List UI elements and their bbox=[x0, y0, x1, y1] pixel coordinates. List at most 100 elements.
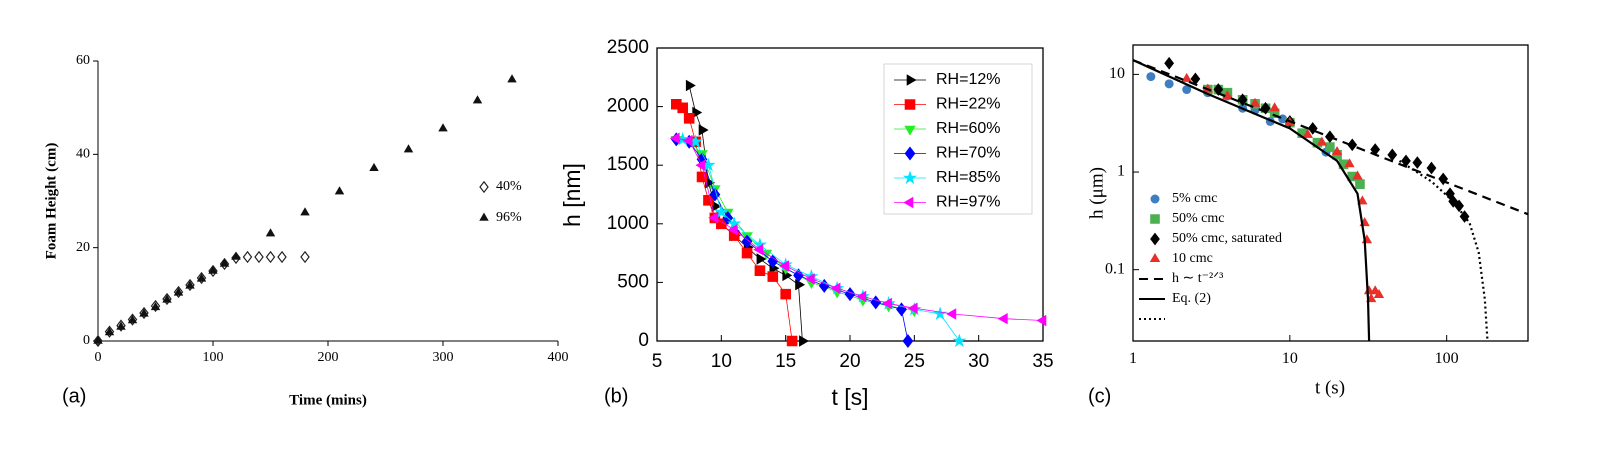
x-tick-label: 25 bbox=[904, 351, 925, 372]
data-point bbox=[870, 295, 882, 310]
legend-label: RH=22% bbox=[936, 96, 1000, 113]
data-point bbox=[1426, 161, 1437, 175]
data-point bbox=[208, 264, 218, 278]
y-tick-label: 0 bbox=[83, 333, 90, 348]
legend-label: RH=97% bbox=[936, 194, 1000, 211]
x-tick-label: 1 bbox=[1129, 350, 1137, 367]
legend-label: 5% cmc bbox=[1172, 191, 1217, 206]
x-tick-label: 35 bbox=[1032, 351, 1053, 372]
data-point bbox=[1036, 314, 1047, 327]
data-point bbox=[196, 271, 207, 285]
x-tick-label: 400 bbox=[548, 350, 569, 365]
legend-label: RH=70% bbox=[936, 145, 1000, 162]
data-point bbox=[369, 162, 379, 171]
data-point bbox=[695, 159, 706, 171]
legend-marker bbox=[1150, 232, 1160, 246]
y-tick-label: 2000 bbox=[607, 96, 649, 117]
data-point bbox=[438, 123, 448, 132]
y-tick-label: 1 bbox=[1117, 163, 1125, 180]
y-tick-label: 2500 bbox=[607, 37, 649, 58]
data-point bbox=[932, 306, 948, 321]
data-point bbox=[472, 95, 483, 104]
data-point bbox=[150, 299, 161, 313]
legend-label: 10 cmc bbox=[1172, 251, 1213, 266]
data-point bbox=[1222, 90, 1233, 100]
data-point bbox=[162, 294, 172, 303]
data-point bbox=[907, 302, 918, 314]
data-point bbox=[116, 321, 126, 330]
data-point bbox=[677, 102, 689, 114]
data-point bbox=[795, 278, 806, 291]
data-point bbox=[334, 186, 345, 195]
data-point bbox=[882, 297, 892, 310]
data-point bbox=[767, 271, 779, 282]
data-point bbox=[93, 334, 103, 348]
legend-label: 40% bbox=[496, 179, 522, 194]
data-point bbox=[818, 278, 830, 293]
data-point bbox=[896, 302, 907, 317]
data-point bbox=[669, 132, 680, 144]
legend-label: Eq. (2) bbox=[1172, 291, 1211, 306]
y-tick-label: 500 bbox=[617, 271, 649, 292]
data-point bbox=[698, 124, 709, 136]
data-point bbox=[754, 265, 766, 276]
data-point bbox=[403, 144, 414, 153]
data-point bbox=[902, 334, 914, 348]
data-point bbox=[685, 79, 696, 92]
data-point bbox=[856, 290, 867, 303]
data-point bbox=[756, 253, 767, 265]
data-point bbox=[1352, 170, 1363, 180]
y-tick-label: 1000 bbox=[607, 213, 649, 234]
data-point bbox=[104, 325, 115, 338]
data-point bbox=[1344, 158, 1355, 168]
plot-frame bbox=[1132, 44, 1529, 342]
data-point bbox=[779, 260, 789, 272]
y-axis-label: Foam Height (cm) bbox=[43, 143, 59, 260]
data-point bbox=[780, 288, 791, 300]
x-axis-label: Time (mins) bbox=[289, 392, 367, 408]
legend-label: RH=85% bbox=[936, 169, 1000, 186]
x-tick-label: 5 bbox=[652, 351, 663, 372]
data-point bbox=[1331, 146, 1343, 156]
legend-marker bbox=[904, 146, 916, 161]
data-point bbox=[844, 287, 856, 302]
data-point bbox=[219, 258, 230, 267]
data-point bbox=[93, 335, 103, 344]
data-point bbox=[1237, 93, 1248, 107]
y-tick-label: 0 bbox=[638, 330, 649, 351]
data-point bbox=[219, 257, 230, 271]
data-point bbox=[162, 292, 172, 306]
x-tick-label: 100 bbox=[203, 350, 224, 365]
x-tick-label: 10 bbox=[711, 351, 732, 372]
data-point bbox=[127, 315, 138, 324]
legend-frame bbox=[883, 63, 1033, 215]
x-axis-label: t [s] bbox=[831, 384, 868, 410]
data-point bbox=[1448, 195, 1459, 208]
x-tick-label: 0 bbox=[95, 350, 102, 365]
data-point bbox=[1412, 156, 1423, 169]
data-point bbox=[127, 313, 138, 326]
data-point bbox=[300, 207, 310, 216]
data-point bbox=[767, 254, 779, 269]
x-tick-label: 20 bbox=[839, 351, 860, 372]
data-point bbox=[946, 308, 957, 320]
panel-label: (b) bbox=[604, 385, 628, 407]
legend-marker bbox=[903, 196, 914, 209]
data-point bbox=[1146, 72, 1156, 82]
data-point bbox=[242, 250, 253, 264]
y-tick-label: 40 bbox=[76, 147, 90, 162]
legend-label: 50% cmc, saturated bbox=[1172, 231, 1282, 246]
data-point bbox=[231, 251, 241, 260]
data-point bbox=[716, 218, 727, 230]
data-point bbox=[753, 243, 764, 256]
x-tick-label: 15 bbox=[775, 351, 796, 372]
data-point bbox=[714, 204, 729, 219]
legend-label: RH=60% bbox=[936, 120, 1000, 137]
data-point bbox=[185, 278, 195, 292]
data-point bbox=[682, 134, 693, 147]
panel-label: (c) bbox=[1088, 385, 1111, 407]
series-line bbox=[1132, 59, 1529, 216]
legend-marker bbox=[479, 180, 489, 194]
legend-label: 50% cmc bbox=[1172, 211, 1224, 226]
